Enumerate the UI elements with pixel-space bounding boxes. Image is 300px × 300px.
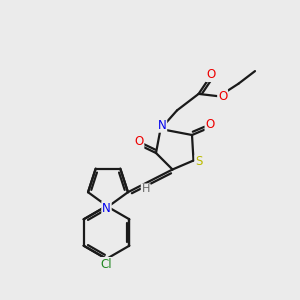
- Text: N: N: [102, 202, 111, 215]
- Text: Cl: Cl: [101, 258, 112, 271]
- Text: O: O: [206, 118, 214, 131]
- Text: O: O: [206, 68, 215, 81]
- Text: N: N: [158, 119, 166, 132]
- Text: S: S: [195, 155, 203, 169]
- Text: O: O: [134, 135, 143, 148]
- Text: H: H: [142, 184, 150, 194]
- Text: O: O: [218, 90, 227, 103]
